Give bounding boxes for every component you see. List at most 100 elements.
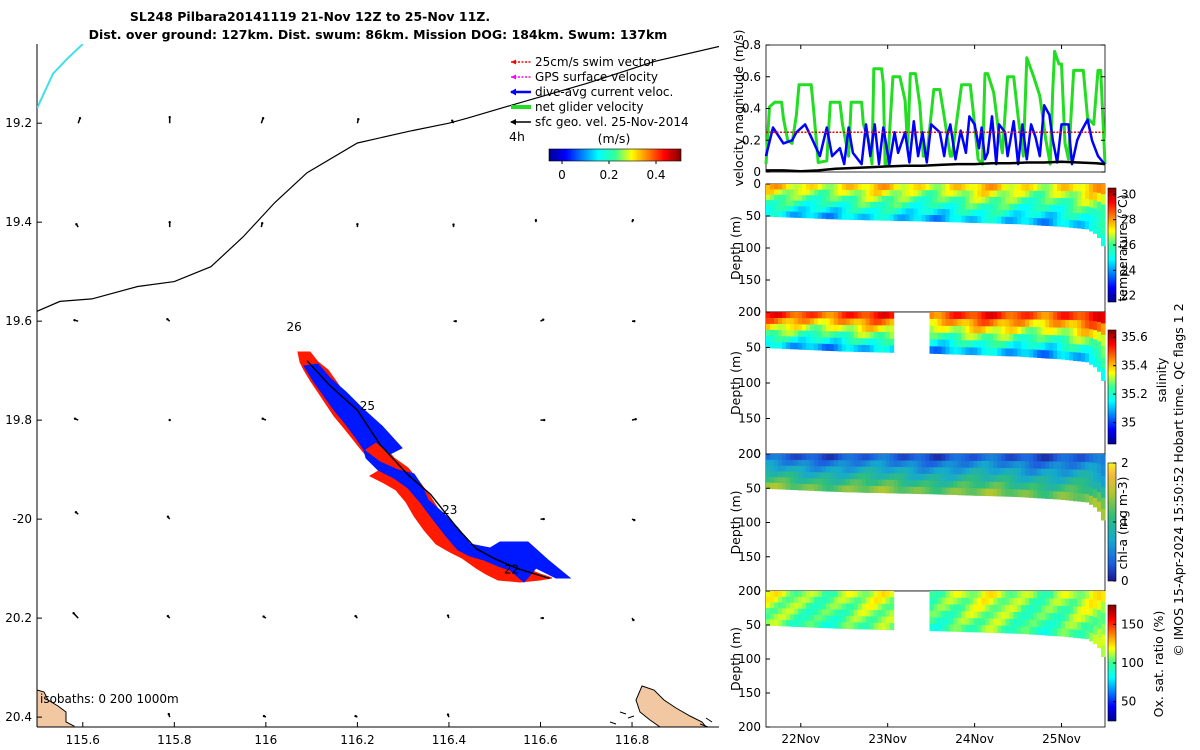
chla-section-cell bbox=[1057, 469, 1062, 478]
oxygen-section-cell bbox=[997, 611, 1002, 620]
chla-section-cell bbox=[945, 480, 951, 489]
temperature-section-cell bbox=[1065, 219, 1070, 228]
chla-section-cell bbox=[770, 482, 775, 490]
oxygen-section-cell bbox=[1081, 622, 1086, 631]
temperature-section-cell bbox=[833, 207, 839, 214]
oxygen-section-cell bbox=[1025, 605, 1030, 613]
salinity-section-cell bbox=[845, 331, 851, 339]
oxygen-section-cell bbox=[985, 591, 990, 599]
oxygen-section-cell bbox=[782, 602, 787, 609]
chla-section-cell bbox=[865, 485, 871, 493]
salinity-section-cell bbox=[1101, 334, 1106, 347]
temperature-section-cell bbox=[785, 205, 791, 212]
chla-section-cell bbox=[861, 460, 867, 468]
chla-section-cell bbox=[909, 473, 915, 481]
temperature-section-cell bbox=[1029, 190, 1034, 198]
salinity-section-cell bbox=[853, 318, 859, 326]
chla-section-cell bbox=[893, 467, 899, 475]
oxygen-section-cell bbox=[973, 611, 978, 619]
chla-section-cell bbox=[917, 480, 923, 488]
salinity-section-cell bbox=[853, 344, 859, 352]
temperature-section-cell bbox=[977, 184, 982, 191]
oxygen-section-cell bbox=[941, 610, 947, 619]
salinity-section-cell bbox=[993, 348, 998, 356]
legend-label-swim: 25cm/s swim vector bbox=[535, 55, 656, 69]
temperature-section-cell bbox=[937, 196, 943, 204]
salinity-section-cell bbox=[937, 346, 943, 354]
oxygen-section-cell bbox=[766, 602, 771, 609]
chla-section-cell bbox=[825, 484, 831, 492]
chla-section-cell bbox=[909, 454, 915, 462]
salinity-section-cell bbox=[766, 329, 771, 337]
map-x-tick-label: 116.8 bbox=[615, 733, 649, 747]
salinity-section-cell bbox=[977, 319, 982, 327]
salinity-section-cell bbox=[829, 312, 835, 319]
oxygen-section-cell bbox=[793, 591, 799, 598]
map-panel: 115.6 115.8 116 116.2 116.4 116.6 116.8 19.219… bbox=[5, 44, 719, 747]
chla-section-cell bbox=[905, 467, 911, 475]
oxygen-section-cell bbox=[1005, 598, 1010, 606]
temperature-section-cell bbox=[813, 189, 819, 196]
chla-section-cell bbox=[1021, 468, 1026, 476]
salinity-section-cell bbox=[857, 331, 863, 339]
salinity-section-cell bbox=[977, 312, 982, 320]
oxygen-section-cell bbox=[1097, 591, 1102, 601]
temperature-section-cell bbox=[1017, 210, 1022, 218]
oxygen-section-cell bbox=[1057, 598, 1062, 607]
temperature-section-cell bbox=[809, 195, 815, 202]
temperature-section-cell bbox=[1053, 218, 1058, 227]
temperature-section-cell bbox=[1017, 190, 1022, 198]
salinity-section-cell bbox=[766, 341, 771, 349]
temperature-section-cell bbox=[1081, 191, 1086, 200]
oxygen-section-cell bbox=[766, 591, 771, 598]
chla-section-cell bbox=[1017, 482, 1022, 491]
oxygen-section-cell bbox=[973, 618, 978, 626]
oxygen-section-cell bbox=[782, 596, 787, 604]
chla-section-cell bbox=[837, 454, 843, 461]
oxygen-section-cell bbox=[1093, 608, 1098, 618]
oxygen-section-cell bbox=[865, 622, 871, 630]
track-blue-swath bbox=[303, 363, 572, 583]
temperature-section-cell bbox=[801, 189, 807, 196]
oxygen-section-cell bbox=[973, 591, 978, 599]
temperature-section-cell bbox=[965, 196, 970, 204]
chla-section-cell bbox=[977, 481, 982, 489]
chla-section-cell bbox=[809, 484, 815, 491]
salinity-section-cell bbox=[953, 333, 958, 341]
temperature-section-cell bbox=[845, 189, 851, 197]
salinity-section-cell bbox=[865, 325, 871, 333]
temperature-section-cell bbox=[1069, 191, 1074, 199]
salinity-section-cell bbox=[801, 318, 807, 325]
chla-section-cell bbox=[937, 454, 943, 462]
chla-section-cell bbox=[897, 460, 903, 468]
oxygen-section-cell bbox=[813, 621, 819, 628]
salinity-section-cell bbox=[833, 318, 839, 326]
oxygen-section-cbar-tick-label: 50 bbox=[1121, 695, 1136, 709]
oxygen-section-cell bbox=[873, 610, 879, 618]
temperature-section-cell bbox=[1073, 184, 1078, 192]
temperature-section-cell bbox=[1037, 211, 1042, 219]
chla-section-cell bbox=[1049, 468, 1054, 477]
oxygen-section-cell bbox=[1025, 626, 1030, 635]
oxygen-section-cell bbox=[945, 597, 951, 605]
temperature-section-cell bbox=[977, 209, 982, 217]
chla-section-cell bbox=[921, 460, 927, 468]
chla-section-cell bbox=[1101, 497, 1106, 510]
temperature-section-cell bbox=[797, 211, 803, 218]
chla-section-cell bbox=[889, 473, 895, 481]
temperature-section-cell bbox=[789, 200, 795, 207]
chla-section-y-tick-label: 50 bbox=[746, 481, 761, 495]
oxygen-section-cell bbox=[997, 618, 1002, 627]
oxygen-section-cell bbox=[953, 617, 958, 626]
chla-section-cell bbox=[981, 481, 986, 490]
oxygen-section-cell bbox=[833, 603, 839, 611]
chla-section-cell bbox=[1093, 462, 1098, 473]
legend-label-net-glider: net glider velocity bbox=[535, 100, 643, 114]
oxygen-section-y-tick-label: 50 bbox=[746, 618, 761, 632]
chla-section-cell bbox=[885, 454, 891, 462]
salinity-section-cell bbox=[1069, 312, 1074, 321]
chla-section-cell bbox=[977, 460, 982, 469]
salinity-section-cell bbox=[1073, 328, 1078, 337]
salinity-section-cell bbox=[1061, 335, 1066, 344]
chla-section-cell bbox=[889, 466, 895, 474]
